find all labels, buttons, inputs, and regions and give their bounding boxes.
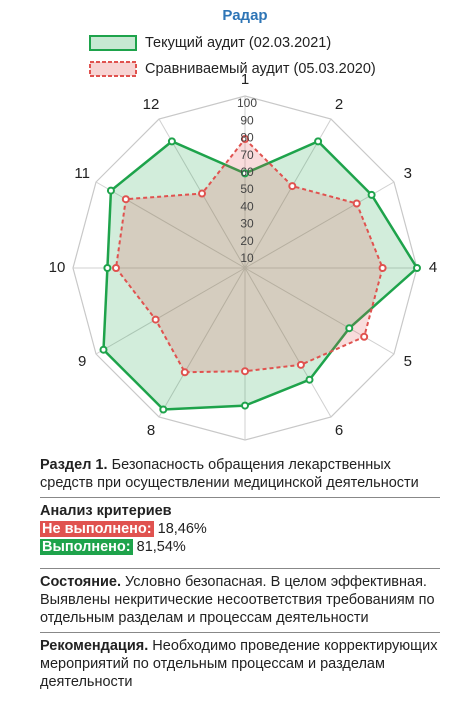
separator — [40, 568, 440, 569]
data-point — [367, 190, 376, 199]
axis-label: 5 — [404, 353, 412, 370]
axis-label: 11 — [74, 165, 90, 182]
axis-label: 6 — [335, 422, 343, 439]
chart-title: Радар — [222, 7, 267, 24]
status-label: Состояние. — [40, 574, 122, 590]
spoke — [244, 267, 332, 418]
spoke — [95, 181, 246, 269]
analysis-item: Не выполнено: 18,46% — [40, 520, 440, 538]
y-tick-label: 10 — [240, 251, 254, 265]
data-point — [103, 264, 112, 272]
data-point — [360, 332, 369, 341]
y-tick-label: 100 — [237, 96, 257, 110]
data-point — [198, 189, 206, 198]
data-point — [241, 401, 249, 410]
data-point — [180, 368, 189, 377]
axis-label: 10 — [49, 259, 66, 276]
spoke — [158, 267, 246, 418]
y-tick-label: 70 — [240, 148, 254, 162]
analysis: Анализ критериев Не выполнено: 18,46% Вып… — [40, 502, 440, 556]
data-point — [352, 199, 361, 208]
data-point — [241, 169, 249, 178]
data-point — [314, 137, 323, 146]
y-tick-label: 40 — [240, 199, 254, 213]
percent: 81,54% — [136, 539, 186, 555]
y-tick-label: 50 — [240, 182, 254, 196]
badge: Не выполнено: — [40, 521, 154, 537]
data-point — [121, 195, 130, 204]
recommendation-text: Необходимо проведение корректирующих мер… — [40, 638, 438, 690]
analysis-title: Анализ критериев — [40, 503, 172, 519]
data-point — [167, 137, 176, 146]
section-label: Раздел 1. — [40, 457, 108, 473]
y-tick-label: 20 — [240, 234, 254, 248]
axis-label: 7 — [241, 447, 249, 450]
data-point — [305, 375, 314, 384]
data-point — [151, 315, 160, 324]
data-point — [241, 135, 249, 143]
analysis-items: Не выполнено: 18,46% Выполнено: 81,54% — [40, 520, 440, 556]
legend-label: Текущий аудит (02.03.2021) — [145, 35, 331, 51]
axis-label: 8 — [147, 422, 155, 439]
recommendation-label: Рекомендация. — [40, 638, 149, 654]
data-point — [378, 264, 387, 272]
percent: 18,46% — [157, 521, 207, 537]
axis-label: 4 — [429, 259, 437, 276]
y-tick-label: 30 — [240, 217, 254, 231]
axis-label: 2 — [335, 96, 343, 113]
data-point — [345, 324, 354, 333]
data-point — [288, 182, 297, 191]
axis-label: 1 — [241, 71, 249, 88]
y-tick-label: 60 — [240, 165, 254, 179]
data-point — [296, 360, 305, 369]
analysis-item: Выполнено: 81,54% — [40, 538, 440, 556]
data-point — [106, 186, 115, 195]
axis-label: 12 — [143, 96, 160, 113]
section: Раздел 1. Безопасность обращения лекарст… — [40, 456, 440, 492]
status: Состояние. Условно безопасная. В целом э… — [40, 573, 440, 627]
legend-swatch — [89, 61, 137, 77]
data-point — [413, 264, 421, 272]
legend-label: Сравниваемый аудит (05.03.2020) — [145, 61, 376, 77]
data-point — [241, 367, 249, 376]
separator — [40, 497, 440, 498]
section-text: Безопасность обращения лекарственных сре… — [40, 457, 419, 491]
status-text: Условно безопасная. В целом эффективная.… — [40, 574, 435, 626]
data-point — [99, 345, 108, 354]
separator — [40, 632, 440, 633]
data-point — [159, 405, 168, 414]
y-tick-label: 80 — [240, 131, 254, 145]
spoke — [95, 267, 246, 355]
chart: Радар Текущий аудит (02.03.2021) Сравнива… — [49, 7, 438, 450]
axis-label: 9 — [78, 353, 86, 370]
badge: Выполнено: — [40, 539, 133, 555]
spoke — [244, 267, 395, 355]
recommendation: Рекомендация. Необходимо проведение корр… — [40, 637, 440, 691]
legend-swatch — [89, 35, 137, 51]
data-point — [112, 264, 120, 272]
axis-label: 3 — [404, 165, 412, 182]
y-tick-label: 90 — [240, 113, 254, 127]
